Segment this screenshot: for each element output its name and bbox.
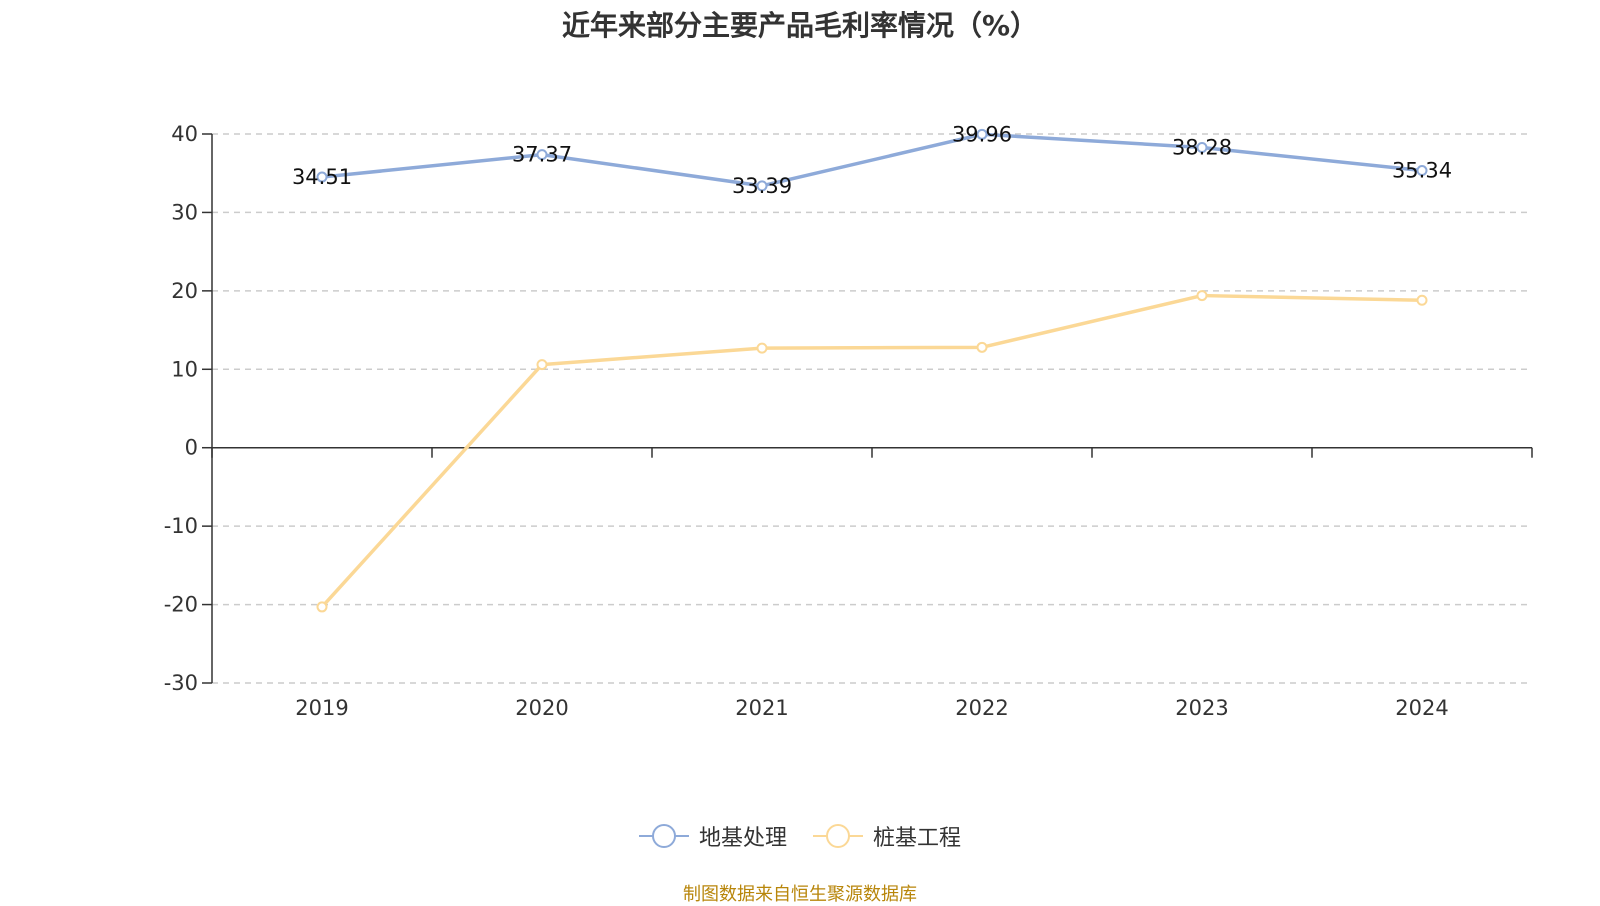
- legend: 地基处理 桩基工程: [0, 820, 1600, 852]
- data-point[interactable]: [1416, 294, 1428, 306]
- data-point[interactable]: [1416, 165, 1428, 177]
- label-layer: 34.51 37.37 33.39 39.96 38.28 35.34: [292, 122, 1452, 198]
- y-tick-label: 20: [171, 279, 198, 303]
- data-point[interactable]: [316, 171, 328, 183]
- data-label: 37.37: [512, 143, 572, 167]
- data-point[interactable]: [976, 341, 988, 353]
- y-tick-label: 0: [185, 436, 198, 460]
- series-layer: [316, 128, 1428, 613]
- legend-item[interactable]: 地基处理: [638, 820, 787, 852]
- axis-layer: 40 30 20 10 0 -10 -20 -30 2019 2020 2021 2022 2023 20…: [164, 122, 1533, 720]
- legend-label: 地基处理: [698, 826, 787, 851]
- series-line-0: [320, 132, 1424, 188]
- y-tick-label: 40: [171, 122, 198, 146]
- x-tick-label: 2021: [735, 696, 788, 720]
- legend-line-circle-icon: [813, 824, 863, 848]
- legend-line-circle-icon: [638, 824, 689, 848]
- y-tick-label: 30: [171, 200, 198, 224]
- y-tick-label: 10: [171, 357, 198, 381]
- x-tick-label: 2020: [515, 696, 568, 720]
- data-point[interactable]: [756, 342, 768, 354]
- source-note: 制图数据来自恒生聚源数据库: [683, 884, 917, 905]
- data-point[interactable]: [1196, 290, 1208, 302]
- x-tick-label: 2019: [295, 696, 348, 720]
- x-tick-label: 2022: [955, 696, 1008, 720]
- series-line-1: [320, 293, 1424, 609]
- data-point[interactable]: [536, 359, 548, 371]
- grid-layer: [212, 133, 1532, 684]
- x-tick-label: 2024: [1395, 696, 1448, 720]
- y-tick-label: -10: [164, 514, 198, 538]
- data-point[interactable]: [1196, 141, 1208, 153]
- data-label: 35.34: [1392, 159, 1452, 183]
- y-tick-label: -20: [164, 593, 198, 617]
- legend-item[interactable]: 桩基工程: [813, 820, 961, 852]
- y-tick-label: -30: [164, 671, 198, 695]
- data-label: 33.39: [732, 174, 792, 198]
- data-label: 39.96: [952, 122, 1012, 146]
- chart-title: 近年来部分主要产品毛利率情况（%）: [561, 9, 1039, 42]
- data-label: 38.28: [1172, 135, 1232, 159]
- data-label: 34.51: [292, 165, 352, 189]
- data-point[interactable]: [316, 601, 328, 613]
- data-point[interactable]: [536, 149, 548, 161]
- x-tick-label: 2023: [1175, 696, 1228, 720]
- data-point[interactable]: [756, 180, 768, 192]
- legend-label: 桩基工程: [873, 826, 962, 851]
- data-point[interactable]: [976, 128, 988, 140]
